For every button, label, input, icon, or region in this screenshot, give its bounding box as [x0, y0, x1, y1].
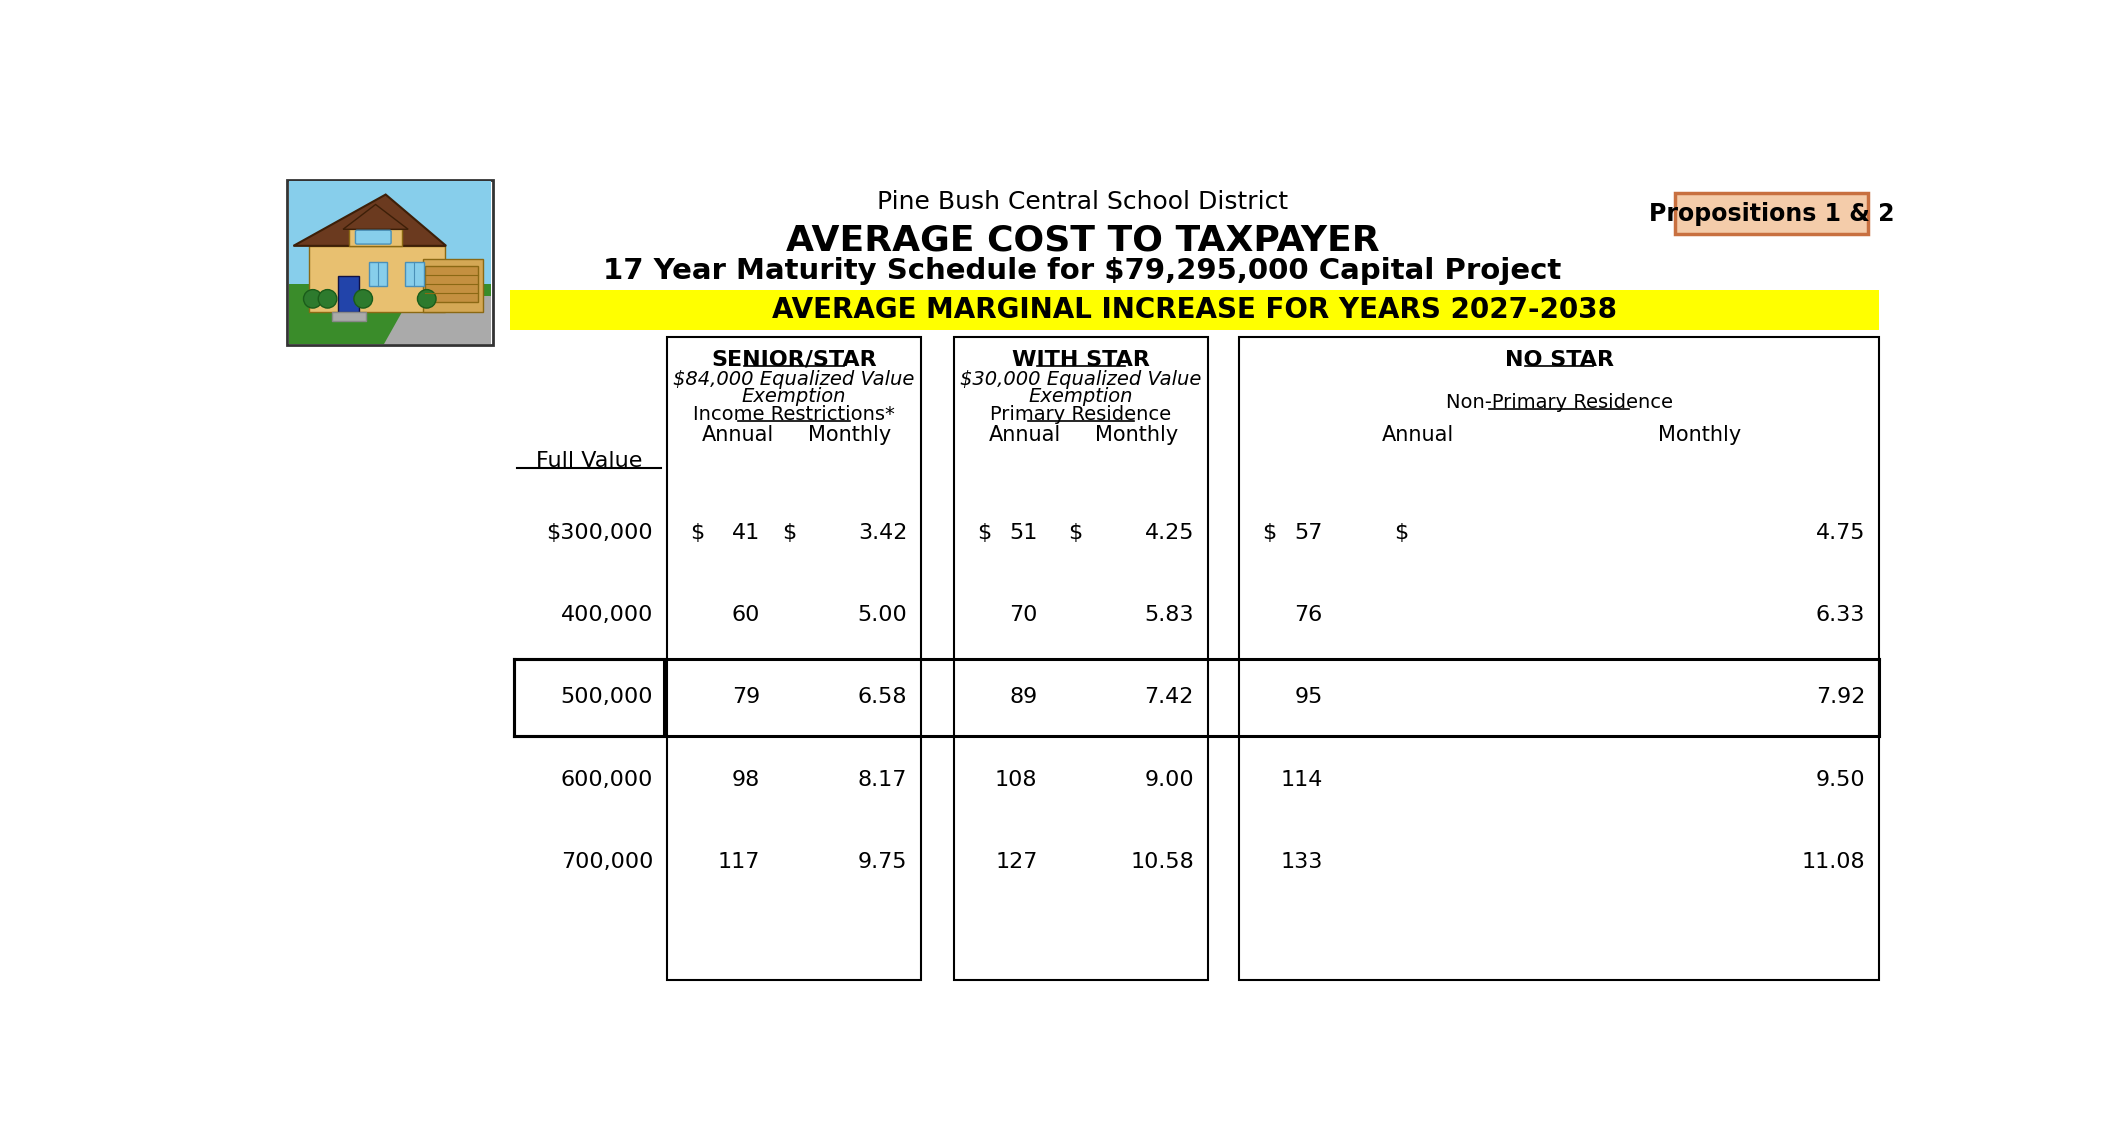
Bar: [955, 337, 1208, 980]
Text: 98: 98: [731, 770, 760, 789]
Text: 133: 133: [1280, 852, 1322, 872]
Text: $: $: [1394, 523, 1409, 542]
Text: Monthly: Monthly: [1096, 426, 1178, 445]
Text: Propositions 1 & 2: Propositions 1 & 2: [1649, 201, 1894, 225]
Bar: [425, 265, 477, 302]
Text: $: $: [1263, 523, 1276, 542]
Text: 8.17: 8.17: [857, 770, 908, 789]
Text: $: $: [781, 523, 796, 542]
Text: Income Restrictions*: Income Restrictions*: [693, 405, 895, 424]
Text: $300,000: $300,000: [547, 523, 653, 542]
Text: 17 Year Maturity Schedule for $79,295,000 Capital Project: 17 Year Maturity Schedule for $79,295,00…: [604, 256, 1561, 285]
Text: 9.75: 9.75: [857, 852, 908, 872]
Text: 127: 127: [995, 852, 1037, 872]
Text: 60: 60: [731, 605, 760, 625]
Text: 79: 79: [731, 688, 760, 707]
Bar: [338, 276, 359, 312]
Text: 5.00: 5.00: [857, 605, 908, 625]
Text: $: $: [978, 523, 991, 542]
Text: $: $: [691, 523, 705, 542]
Polygon shape: [294, 194, 446, 246]
Text: 7.92: 7.92: [1816, 688, 1865, 707]
Text: Annual: Annual: [988, 426, 1060, 445]
Text: 5.83: 5.83: [1145, 605, 1193, 625]
Text: 89: 89: [1010, 688, 1037, 707]
Bar: [511, 289, 1880, 329]
Text: 9.00: 9.00: [1145, 770, 1193, 789]
Text: Exemption: Exemption: [741, 387, 847, 406]
FancyBboxPatch shape: [355, 230, 391, 244]
Bar: [513, 659, 663, 737]
Bar: [667, 337, 921, 980]
Text: $: $: [1069, 523, 1083, 542]
Text: Monthly: Monthly: [1658, 426, 1742, 445]
Circle shape: [304, 289, 323, 308]
Text: 9.50: 9.50: [1816, 770, 1865, 789]
Text: 700,000: 700,000: [560, 852, 653, 872]
Text: $30,000 Equalized Value: $30,000 Equalized Value: [961, 370, 1202, 389]
Text: AVERAGE COST TO TAXPAYER: AVERAGE COST TO TAXPAYER: [786, 223, 1379, 257]
Bar: [287, 180, 492, 345]
Polygon shape: [384, 295, 492, 343]
Circle shape: [418, 289, 435, 308]
Text: 600,000: 600,000: [560, 770, 653, 789]
Circle shape: [319, 289, 336, 308]
FancyBboxPatch shape: [1675, 192, 1869, 235]
Bar: [422, 259, 484, 312]
Bar: [289, 284, 492, 343]
Polygon shape: [342, 205, 408, 229]
Bar: [332, 312, 365, 321]
Text: 11.08: 11.08: [1802, 852, 1865, 872]
Text: Full Value: Full Value: [536, 452, 642, 471]
Text: $84,000 Equalized Value: $84,000 Equalized Value: [674, 370, 914, 389]
Bar: [289, 181, 492, 343]
Bar: [406, 262, 425, 286]
Text: 117: 117: [718, 852, 760, 872]
Text: 51: 51: [1010, 523, 1037, 542]
Circle shape: [355, 289, 372, 308]
Text: 41: 41: [731, 523, 760, 542]
Text: 70: 70: [1010, 605, 1037, 625]
Text: Exemption: Exemption: [1029, 387, 1134, 406]
Bar: [1240, 337, 1880, 980]
Text: WITH STAR: WITH STAR: [1012, 350, 1149, 370]
Polygon shape: [348, 229, 401, 246]
Text: 3.42: 3.42: [857, 523, 908, 542]
Text: SENIOR/STAR: SENIOR/STAR: [712, 350, 876, 370]
Text: 400,000: 400,000: [560, 605, 653, 625]
Text: 500,000: 500,000: [560, 688, 653, 707]
Bar: [308, 246, 444, 312]
Bar: [370, 262, 386, 286]
Text: Primary Residence: Primary Residence: [991, 405, 1172, 424]
Text: 6.58: 6.58: [857, 688, 908, 707]
Text: Annual: Annual: [701, 426, 775, 445]
Text: Pine Bush Central School District: Pine Bush Central School District: [876, 190, 1288, 214]
Text: Annual: Annual: [1381, 426, 1455, 445]
Text: 114: 114: [1280, 770, 1322, 789]
Text: NO STAR: NO STAR: [1504, 350, 1614, 370]
Text: 4.25: 4.25: [1145, 523, 1193, 542]
Text: 108: 108: [995, 770, 1037, 789]
Text: 57: 57: [1295, 523, 1322, 542]
Text: AVERAGE MARGINAL INCREASE FOR YEARS 2027-2038: AVERAGE MARGINAL INCREASE FOR YEARS 2027…: [773, 296, 1618, 324]
Text: 10.58: 10.58: [1130, 852, 1193, 872]
Text: 7.42: 7.42: [1145, 688, 1193, 707]
Text: 76: 76: [1295, 605, 1322, 625]
Text: Monthly: Monthly: [809, 426, 891, 445]
Text: 4.75: 4.75: [1816, 523, 1865, 542]
Text: 6.33: 6.33: [1816, 605, 1865, 625]
Text: 95: 95: [1295, 688, 1322, 707]
Text: Non-Primary Residence: Non-Primary Residence: [1445, 392, 1673, 412]
